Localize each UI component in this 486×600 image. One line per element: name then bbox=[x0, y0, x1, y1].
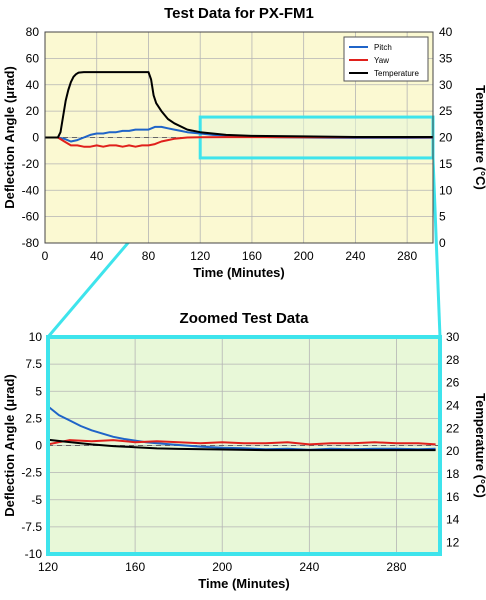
zoom-y2-axis-title: Temperature (°C) bbox=[473, 393, 486, 498]
y2-tick-label: 20 bbox=[439, 131, 453, 145]
x-tick-label: 80 bbox=[142, 249, 156, 263]
y-tick-label: 2.5 bbox=[25, 411, 42, 425]
y-tick-label: -2.5 bbox=[21, 466, 42, 480]
y2-tick-label: 16 bbox=[446, 490, 460, 504]
x-tick-label: 160 bbox=[242, 249, 262, 263]
top-y-tick-labels: 80 60 40 20 0 -20 -40 -60 -80 bbox=[22, 25, 40, 250]
y2-tick-label: 28 bbox=[446, 353, 460, 367]
x-tick-label: 280 bbox=[397, 249, 417, 263]
y2-tick-label: 26 bbox=[446, 376, 460, 390]
y-tick-label: 20 bbox=[26, 104, 40, 118]
y2-tick-label: 0 bbox=[439, 236, 446, 250]
zoom-x-tick-labels: 120 160 200 240 280 bbox=[38, 560, 407, 574]
y-tick-label: -80 bbox=[22, 236, 40, 250]
legend-label-temperature: Temperature bbox=[374, 69, 419, 78]
y-tick-label: 40 bbox=[26, 78, 40, 92]
zoom-chart: Zoomed Test Data 10 7.5 5 2.5 0 -2.5 -5 -7.5 -10… bbox=[2, 310, 486, 591]
y-tick-label: -60 bbox=[22, 210, 40, 224]
y-tick-label: 0 bbox=[32, 131, 39, 145]
zoom-x-axis-title: Time (Minutes) bbox=[198, 576, 290, 591]
x-tick-label: 120 bbox=[38, 560, 58, 574]
x-tick-label: 0 bbox=[42, 249, 49, 263]
y2-tick-label: 5 bbox=[439, 210, 446, 224]
zoom-series-group bbox=[47, 405, 436, 452]
top-plot-frame bbox=[44, 31, 434, 244]
y-tick-label: 5 bbox=[35, 384, 42, 398]
y-tick-label: -40 bbox=[22, 183, 40, 197]
series-line-temperature bbox=[47, 438, 436, 452]
legend-label-pitch: Pitch bbox=[374, 43, 392, 52]
y2-tick-label: 10 bbox=[439, 183, 453, 197]
zoom-connector-right bbox=[431, 157, 442, 338]
y2-tick-label: 15 bbox=[439, 157, 453, 171]
y2-tick-label: 30 bbox=[446, 330, 460, 344]
y2-tick-label: 20 bbox=[446, 444, 460, 458]
y-tick-label: 7.5 bbox=[25, 357, 42, 371]
y-tick-label: 10 bbox=[29, 330, 43, 344]
y2-tick-label: 12 bbox=[446, 536, 460, 550]
x-tick-label: 120 bbox=[190, 249, 210, 263]
series-line-yaw bbox=[47, 439, 436, 446]
top-chart-title: Test Data for PX-FM1 bbox=[164, 5, 314, 22]
legend: Pitch Yaw Temperature bbox=[343, 36, 429, 82]
y2-tick-label: 30 bbox=[439, 78, 453, 92]
y-tick-label: 80 bbox=[26, 25, 40, 39]
x-tick-label: 240 bbox=[345, 249, 365, 263]
series-line-yaw bbox=[45, 136, 433, 148]
x-tick-label: 240 bbox=[299, 560, 319, 574]
zoom-y-tick-labels: 10 7.5 5 2.5 0 -2.5 -5 -7.5 -10 bbox=[21, 330, 42, 561]
top-series-group bbox=[45, 71, 434, 148]
y-tick-label: 0 bbox=[35, 439, 42, 453]
x-tick-label: 200 bbox=[212, 560, 232, 574]
top-y2-tick-labels: 40 35 30 25 20 15 10 5 0 bbox=[439, 25, 453, 250]
y-tick-label: -10 bbox=[25, 547, 43, 561]
zoom-y2-tick-labels: 30 28 26 24 22 20 18 16 14 12 bbox=[446, 330, 460, 550]
y-tick-label: -7.5 bbox=[21, 520, 42, 534]
y2-tick-label: 35 bbox=[439, 51, 453, 65]
x-tick-label: 40 bbox=[90, 249, 104, 263]
y2-tick-label: 18 bbox=[446, 467, 460, 481]
x-tick-label: 280 bbox=[386, 560, 406, 574]
top-y-axis-title: Deflection Angle (μrad) bbox=[2, 66, 17, 209]
y-tick-label: -20 bbox=[22, 157, 40, 171]
y2-tick-label: 14 bbox=[446, 513, 460, 527]
top-chart: Test Data for PX-FM1 806040200-20-40-60-… bbox=[2, 5, 486, 280]
legend-label-yaw: Yaw bbox=[374, 56, 389, 65]
x-tick-label: 160 bbox=[125, 560, 145, 574]
zoom-plot-frame bbox=[46, 335, 442, 556]
top-y2-axis-title: Temperature (°C) bbox=[473, 85, 486, 190]
zoom-y-axis-title: Deflection Angle (μrad) bbox=[2, 374, 17, 517]
zoom-chart-title: Zoomed Test Data bbox=[180, 310, 310, 327]
y2-tick-label: 22 bbox=[446, 421, 460, 435]
y-tick-label: -5 bbox=[31, 493, 42, 507]
x-tick-label: 200 bbox=[294, 249, 314, 263]
top-x-tick-labels: 0 40 80 120 160 200 240 280 bbox=[42, 249, 418, 263]
top-x-axis-title: Time (Minutes) bbox=[193, 265, 285, 280]
y2-tick-label: 24 bbox=[446, 399, 460, 413]
y2-tick-label: 25 bbox=[439, 104, 453, 118]
y-tick-label: 60 bbox=[26, 51, 40, 65]
y2-tick-label: 40 bbox=[439, 25, 453, 39]
series-line-temperature bbox=[45, 71, 433, 139]
